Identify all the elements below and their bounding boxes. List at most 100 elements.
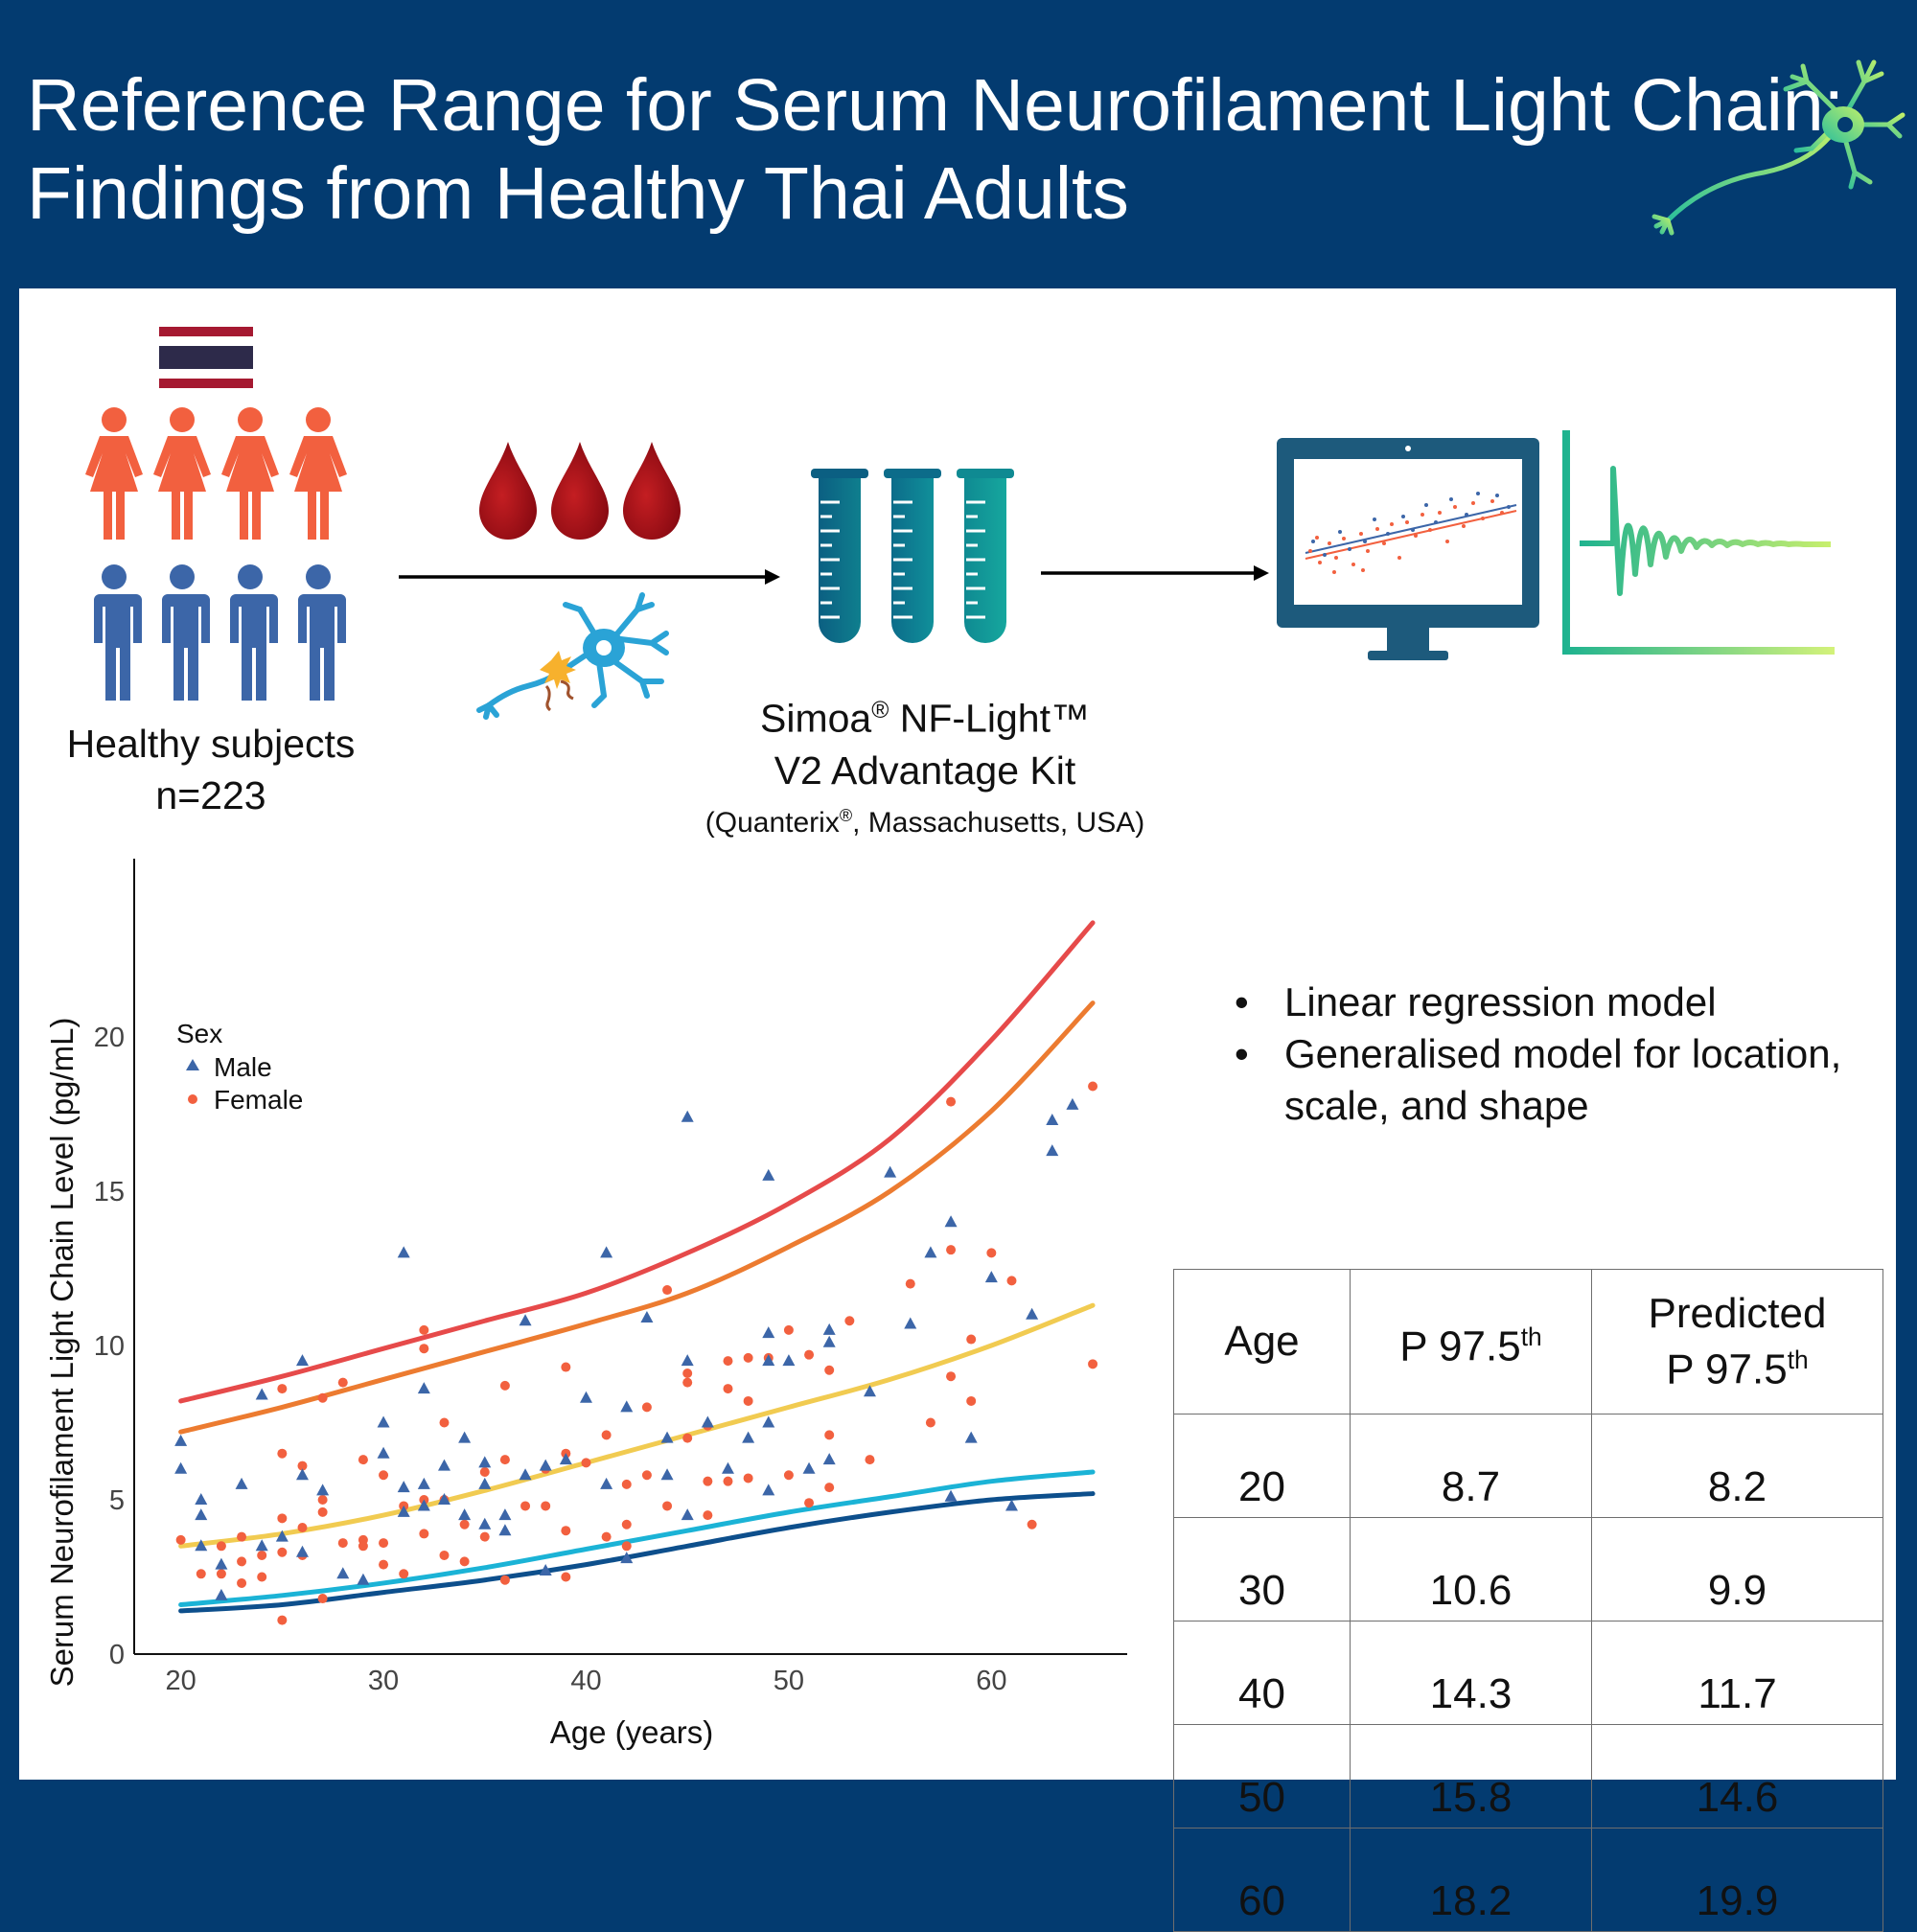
male-point	[336, 1567, 350, 1579]
legend-female-label: Female	[214, 1085, 303, 1115]
cell-age: 20	[1173, 1414, 1351, 1518]
female-point	[743, 1395, 753, 1406]
male-point	[681, 1508, 694, 1521]
header-age: Age	[1173, 1269, 1351, 1414]
female-point	[277, 1448, 288, 1459]
x-tick-label: 60	[976, 1666, 1006, 1696]
female-point	[1088, 1359, 1098, 1369]
female-point	[358, 1541, 368, 1552]
female-point	[459, 1519, 470, 1530]
male-point	[275, 1530, 289, 1542]
female-point	[844, 1316, 855, 1326]
cell-p975: 15.8	[1350, 1724, 1592, 1828]
male-point	[762, 1415, 775, 1428]
female-point	[723, 1384, 733, 1394]
legend-male-marker	[186, 1059, 199, 1070]
content-panel: Healthy subjects n=223	[19, 288, 1896, 1932]
male-point	[215, 1557, 228, 1570]
female-point	[682, 1368, 693, 1378]
male-point	[822, 1453, 836, 1465]
male-point	[762, 1168, 775, 1181]
female-point	[317, 1495, 328, 1505]
centile-curve-1	[178, 1000, 1096, 1435]
female-point	[946, 1096, 957, 1107]
male-point	[417, 1382, 430, 1394]
y-tick-label: 20	[94, 1023, 125, 1053]
male-point	[822, 1335, 836, 1347]
male-point	[660, 1431, 674, 1443]
male-point	[1026, 1307, 1039, 1320]
female-point	[277, 1547, 288, 1557]
mini-scatter	[1305, 492, 1517, 574]
female-point	[743, 1352, 753, 1363]
female-point	[824, 1483, 835, 1493]
test-tube-icon	[884, 469, 941, 643]
female-point	[703, 1476, 713, 1486]
cell-age: 30	[1173, 1517, 1351, 1622]
male-point	[762, 1326, 775, 1339]
x-axis-label: Age (years)	[550, 1714, 714, 1750]
chart-axes	[133, 859, 1127, 1655]
female-point	[439, 1550, 450, 1560]
subjects-label: Healthy subjects	[66, 722, 356, 766]
female-point	[662, 1285, 673, 1296]
male-point	[863, 1385, 876, 1397]
male-point	[478, 1456, 492, 1468]
male-point	[519, 1314, 532, 1326]
arrow-right-icon	[1041, 565, 1269, 581]
male-point	[295, 1468, 309, 1481]
tick-labels: 20 30 40 50 60 0 5 10 15 20	[94, 1023, 1007, 1696]
male-point	[1046, 1144, 1059, 1157]
female-point	[561, 1362, 571, 1372]
male-point	[660, 1468, 674, 1481]
neuron-logo-icon	[1651, 59, 1905, 236]
male-point	[478, 1477, 492, 1489]
cell-p975: 18.2	[1350, 1828, 1592, 1932]
male-point	[417, 1477, 430, 1489]
x-tick-label: 20	[165, 1666, 196, 1696]
kit-name: Simoa® NF-Light™	[633, 685, 1217, 745]
centile-curves	[178, 920, 1096, 1614]
male-point	[701, 1415, 714, 1428]
male-point	[458, 1431, 472, 1443]
male-point	[640, 1311, 654, 1323]
page-title: Reference Range for Serum Neurofilament …	[27, 61, 1844, 238]
female-point	[743, 1473, 753, 1484]
arrow-right-icon	[399, 569, 780, 585]
female-point	[379, 1470, 389, 1481]
legend-title: Sex	[176, 1019, 222, 1048]
female-point	[216, 1541, 226, 1552]
cell-p975: 8.7	[1350, 1414, 1592, 1518]
female-point	[379, 1559, 389, 1570]
female-point	[317, 1506, 328, 1517]
female-point	[641, 1470, 652, 1481]
table-row: 40 14.3 11.7	[1173, 1621, 1883, 1725]
centile-curve-0	[178, 920, 1096, 1404]
male-point	[539, 1459, 552, 1471]
cell-predicted: 14.6	[1591, 1724, 1883, 1828]
male-point	[944, 1215, 958, 1228]
method-item-gamlss-text-1: Generalised model for location,	[1284, 1031, 1842, 1076]
cell-predicted: 19.9	[1591, 1828, 1883, 1932]
y-tick-label: 5	[109, 1485, 125, 1516]
female-point	[824, 1430, 835, 1440]
male-point	[944, 1489, 958, 1502]
female-point	[966, 1334, 977, 1345]
bullet: •	[1235, 1031, 1249, 1076]
female-point	[439, 1417, 450, 1428]
male-point	[458, 1508, 472, 1521]
thai-flag-icon	[159, 327, 253, 388]
female-point	[237, 1577, 247, 1588]
female-person-icon	[289, 407, 347, 540]
male-point	[681, 1110, 694, 1122]
method-item-gamlss-text-2: scale, and shape	[1284, 1083, 1589, 1128]
female-point	[237, 1556, 247, 1567]
header-age-text: Age	[1224, 1318, 1300, 1365]
kit-reg-mark: ®	[871, 698, 889, 724]
centile-curve-3	[178, 1469, 1096, 1607]
male-point	[478, 1517, 492, 1530]
female-point	[1027, 1519, 1037, 1530]
male-point	[255, 1388, 268, 1400]
female-point	[317, 1594, 328, 1604]
female-point	[419, 1344, 429, 1354]
